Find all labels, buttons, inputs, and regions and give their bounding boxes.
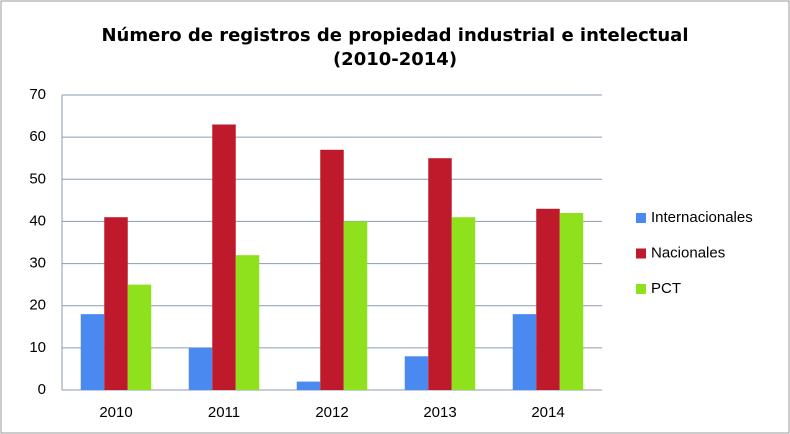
y-tick-label: 50 xyxy=(29,170,46,187)
y-tick-label: 20 xyxy=(29,297,46,314)
y-tick-label: 0 xyxy=(38,381,46,398)
legend-label: PCT xyxy=(651,280,681,297)
bar xyxy=(451,217,476,390)
bar xyxy=(188,347,213,390)
bar xyxy=(212,124,236,390)
legend-swatch xyxy=(636,284,646,294)
x-tick-label: 2014 xyxy=(531,404,564,421)
bar xyxy=(320,149,344,390)
y-tick-label: 30 xyxy=(29,255,46,272)
x-tick-label: 2013 xyxy=(423,404,456,421)
bar xyxy=(104,217,128,390)
x-tick-label: 2010 xyxy=(99,404,132,421)
legend-swatch xyxy=(636,213,646,223)
bar xyxy=(343,221,368,390)
legend-swatch xyxy=(636,248,646,259)
x-tick-label: 2012 xyxy=(315,404,348,421)
bar xyxy=(80,314,105,390)
bar xyxy=(127,284,152,390)
y-tick-label: 40 xyxy=(29,212,46,229)
legend-label: Nacionales xyxy=(651,244,725,261)
y-tick-label: 70 xyxy=(29,86,46,103)
bar xyxy=(512,314,537,390)
bar xyxy=(404,356,429,390)
x-tick-label: 2011 xyxy=(208,404,240,421)
bar xyxy=(428,158,452,390)
y-tick-label: 60 xyxy=(29,128,46,145)
chart-title: Número de registros de propiedad industr… xyxy=(101,25,689,70)
bar xyxy=(559,213,584,390)
bar xyxy=(296,381,321,390)
bar xyxy=(536,208,560,390)
legend-label: Internacionales xyxy=(651,209,753,226)
bar xyxy=(235,255,260,390)
y-tick-label: 10 xyxy=(29,339,46,356)
